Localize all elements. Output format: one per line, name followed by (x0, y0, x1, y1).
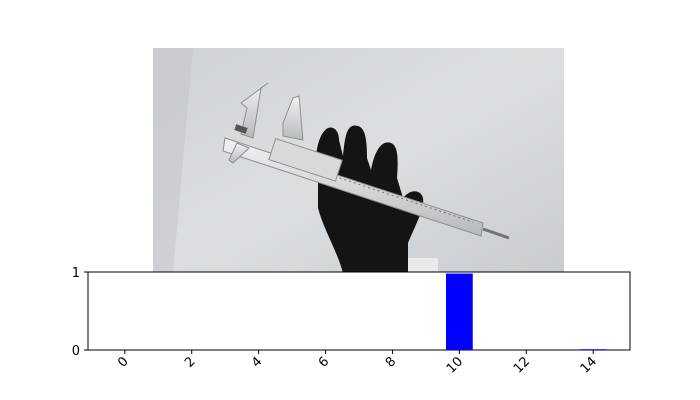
plot-area (87, 271, 631, 351)
x-tick-label: 0 (115, 354, 131, 370)
x-axis: 0 2 4 6 8 10 12 14 (115, 350, 600, 377)
plot-frame (87, 271, 631, 351)
y-axis: 01 (72, 266, 88, 359)
x-tick-label: 4 (249, 354, 265, 370)
bars (445, 273, 607, 350)
x-tick-label: 10 (444, 354, 466, 376)
bar-14 (579, 349, 607, 350)
y-tick-label: 1 (72, 266, 80, 281)
y-tick-label: 0 (72, 344, 80, 359)
x-tick-label: 6 (316, 354, 332, 370)
x-tick-label: 12 (511, 354, 533, 376)
x-tick-label: 14 (578, 354, 600, 376)
bar-10 (445, 273, 473, 350)
x-tick-label: 2 (182, 354, 198, 370)
caliper-photo (153, 48, 564, 273)
x-tick-label: 8 (383, 354, 399, 370)
